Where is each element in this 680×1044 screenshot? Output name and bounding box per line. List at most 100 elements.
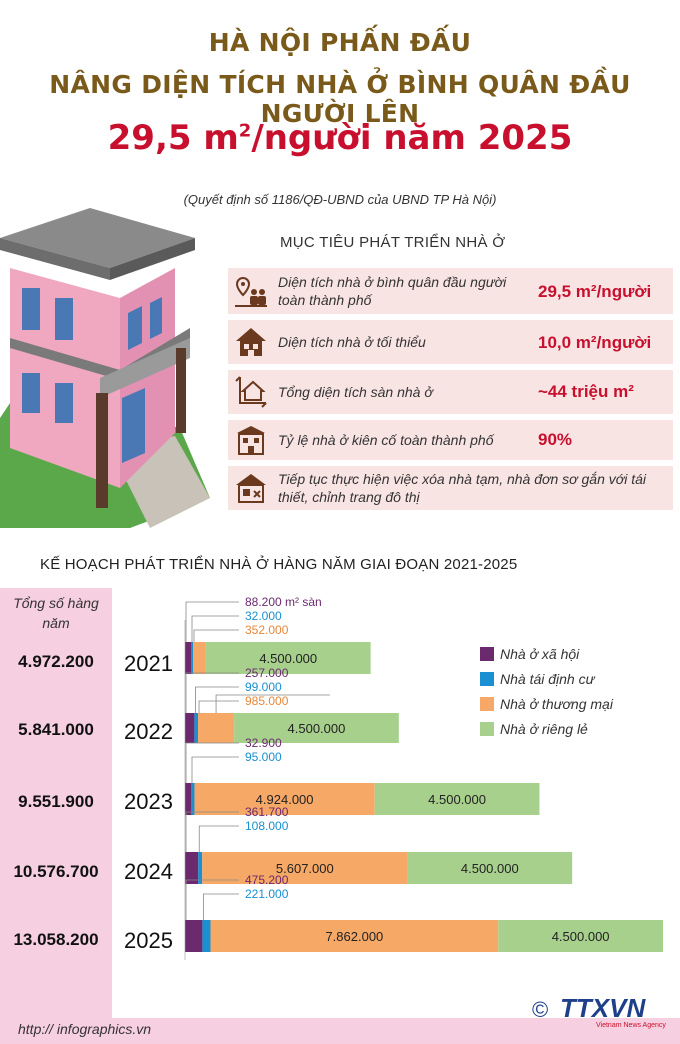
legend-item: Nhà ở xã hội	[480, 646, 580, 662]
bar-segment	[191, 783, 195, 815]
leader-line	[198, 700, 239, 713]
target-row: Tỷ lệ nhà ở kiên cố toàn thành phố 90%	[228, 420, 673, 460]
leader-line	[185, 742, 239, 783]
target-row: Diện tích nhà ở bình quân đầu người toàn…	[228, 268, 673, 314]
data-label: 4.500.000	[288, 721, 346, 736]
bar-segment	[194, 783, 375, 815]
data-label: 352.000	[245, 623, 289, 637]
renovation-icon	[236, 474, 266, 503]
title-line-2: NÂNG DIỆN TÍCH NHÀ Ở BÌNH QUÂN ĐẦU NGƯỜI…	[49, 70, 631, 128]
data-label: 99.000	[245, 680, 282, 694]
floor-area-icon	[235, 376, 267, 408]
bar-segment	[194, 713, 199, 743]
bar-segment	[193, 642, 206, 674]
title-target-value: 29,5 m2/người năm 2025	[0, 118, 680, 158]
totals-header: Tổng số hàng năm	[13, 595, 99, 631]
legend-swatch	[480, 722, 494, 736]
leader-line	[191, 615, 239, 642]
target-label: Diện tích nhà ở bình quân đầu người toàn…	[278, 274, 507, 308]
location-people-icon	[235, 276, 267, 307]
source-note: (Quyết định số 1186/QĐ-UBND của UBND TP …	[183, 192, 497, 207]
data-label: 475.200	[245, 873, 289, 887]
legend-swatch	[480, 672, 494, 686]
bar-segment	[205, 642, 371, 674]
leader-line	[185, 811, 239, 852]
bar-segment	[191, 642, 193, 674]
ttxvn-logo: © TTXVN Vietnam News Agency	[532, 993, 666, 1029]
annual-total: 9.551.900	[18, 792, 94, 811]
building-icon	[237, 426, 265, 455]
bar-segment	[498, 920, 663, 952]
title-rest: /người năm 2025	[251, 118, 573, 158]
year-label: 2021	[124, 651, 173, 676]
footer-url[interactable]: http:// infographics.vn	[18, 1021, 152, 1037]
legend-item: Nhà tái định cư	[480, 671, 595, 687]
target-label: Tỷ lệ nhà ở kiên cố toàn thành phố	[278, 432, 494, 448]
bar-segment	[407, 852, 573, 884]
logo-text: TTXVN	[560, 993, 646, 1023]
leader-line	[193, 629, 239, 642]
title-sup: 2	[238, 120, 252, 142]
year-label: 2024	[124, 859, 173, 884]
data-label: 32.900	[245, 736, 282, 750]
copyright-symbol: ©	[532, 997, 548, 1022]
target-row: Tổng diện tích sàn nhà ở ~44 triệu m²	[228, 370, 673, 414]
footer-bar	[0, 1018, 680, 1044]
annual-total: 10.576.700	[13, 862, 99, 881]
data-label: 4.500.000	[552, 929, 610, 944]
data-label: 985.000	[245, 694, 289, 708]
data-label: 257.000	[245, 666, 289, 680]
legend-swatch	[480, 647, 494, 661]
legend-label: Nhà ở xã hội	[500, 646, 580, 662]
legend-label: Nhà ở riêng lẻ	[500, 721, 588, 737]
data-label: 361.700	[245, 805, 289, 819]
bar-segment	[202, 852, 408, 884]
bar-segment	[185, 642, 191, 674]
data-label: 4.924.000	[256, 792, 314, 807]
bar-segment	[185, 852, 199, 884]
leader-line	[185, 601, 239, 642]
annual-total: 5.841.000	[18, 720, 94, 739]
annual-total: 4.972.200	[18, 652, 94, 671]
totals-column	[0, 588, 112, 1030]
bar-segment	[198, 852, 203, 884]
bar-segment	[185, 920, 203, 952]
leader-line	[185, 672, 239, 713]
legend-item: Nhà ở riêng lẻ	[480, 721, 588, 737]
target-label: Tổng diện tích sàn nhà ở	[278, 384, 433, 400]
target-value: 90%	[538, 430, 573, 449]
data-label: 5.607.000	[276, 861, 334, 876]
data-label: 7.862.000	[325, 929, 383, 944]
data-label: 4.500.000	[259, 651, 317, 666]
legend-item: Nhà ở thương mại	[480, 696, 613, 712]
target-label: Tiếp tục thực hiện việc xóa nhà tạm, nhà…	[278, 471, 646, 505]
leader-line	[185, 879, 239, 920]
leader-line	[198, 825, 239, 852]
data-label: 88.200 m² sàn	[245, 595, 322, 609]
house-illustration	[0, 208, 210, 528]
year-label: 2025	[124, 928, 173, 953]
bar-segment	[202, 920, 211, 952]
title-value: 29,5 m	[107, 118, 239, 158]
logo-subtitle: Vietnam News Agency	[596, 1022, 666, 1029]
title-line-1: HÀ NỘI PHẤN ĐẤU	[208, 28, 472, 57]
bar-segment	[374, 783, 540, 815]
legend-label: Nhà ở thương mại	[500, 696, 613, 712]
year-label: 2023	[124, 789, 173, 814]
bar-segment	[234, 713, 399, 743]
leader-line	[202, 893, 239, 920]
target-row: Tiếp tục thực hiện việc xóa nhà tạm, nhà…	[228, 466, 673, 510]
leader-line	[215, 694, 330, 713]
data-label: 4.500.000	[428, 792, 486, 807]
data-label: 4.500.000	[461, 861, 519, 876]
legend-label: Nhà tái định cư	[500, 671, 595, 687]
legend-swatch	[480, 697, 494, 711]
target-label: Diện tích nhà ở tối thiểu	[278, 334, 426, 350]
data-label: 108.000	[245, 819, 289, 833]
target-row: Diện tích nhà ở tối thiểu 10,0 m²/người	[228, 320, 673, 364]
data-label: 32.000	[245, 609, 282, 623]
bar-segment	[185, 783, 191, 815]
targets-heading: MỤC TIÊU PHÁT TRIỂN NHÀ Ở	[280, 234, 506, 251]
target-value: 29,5 m²/người	[538, 282, 652, 301]
